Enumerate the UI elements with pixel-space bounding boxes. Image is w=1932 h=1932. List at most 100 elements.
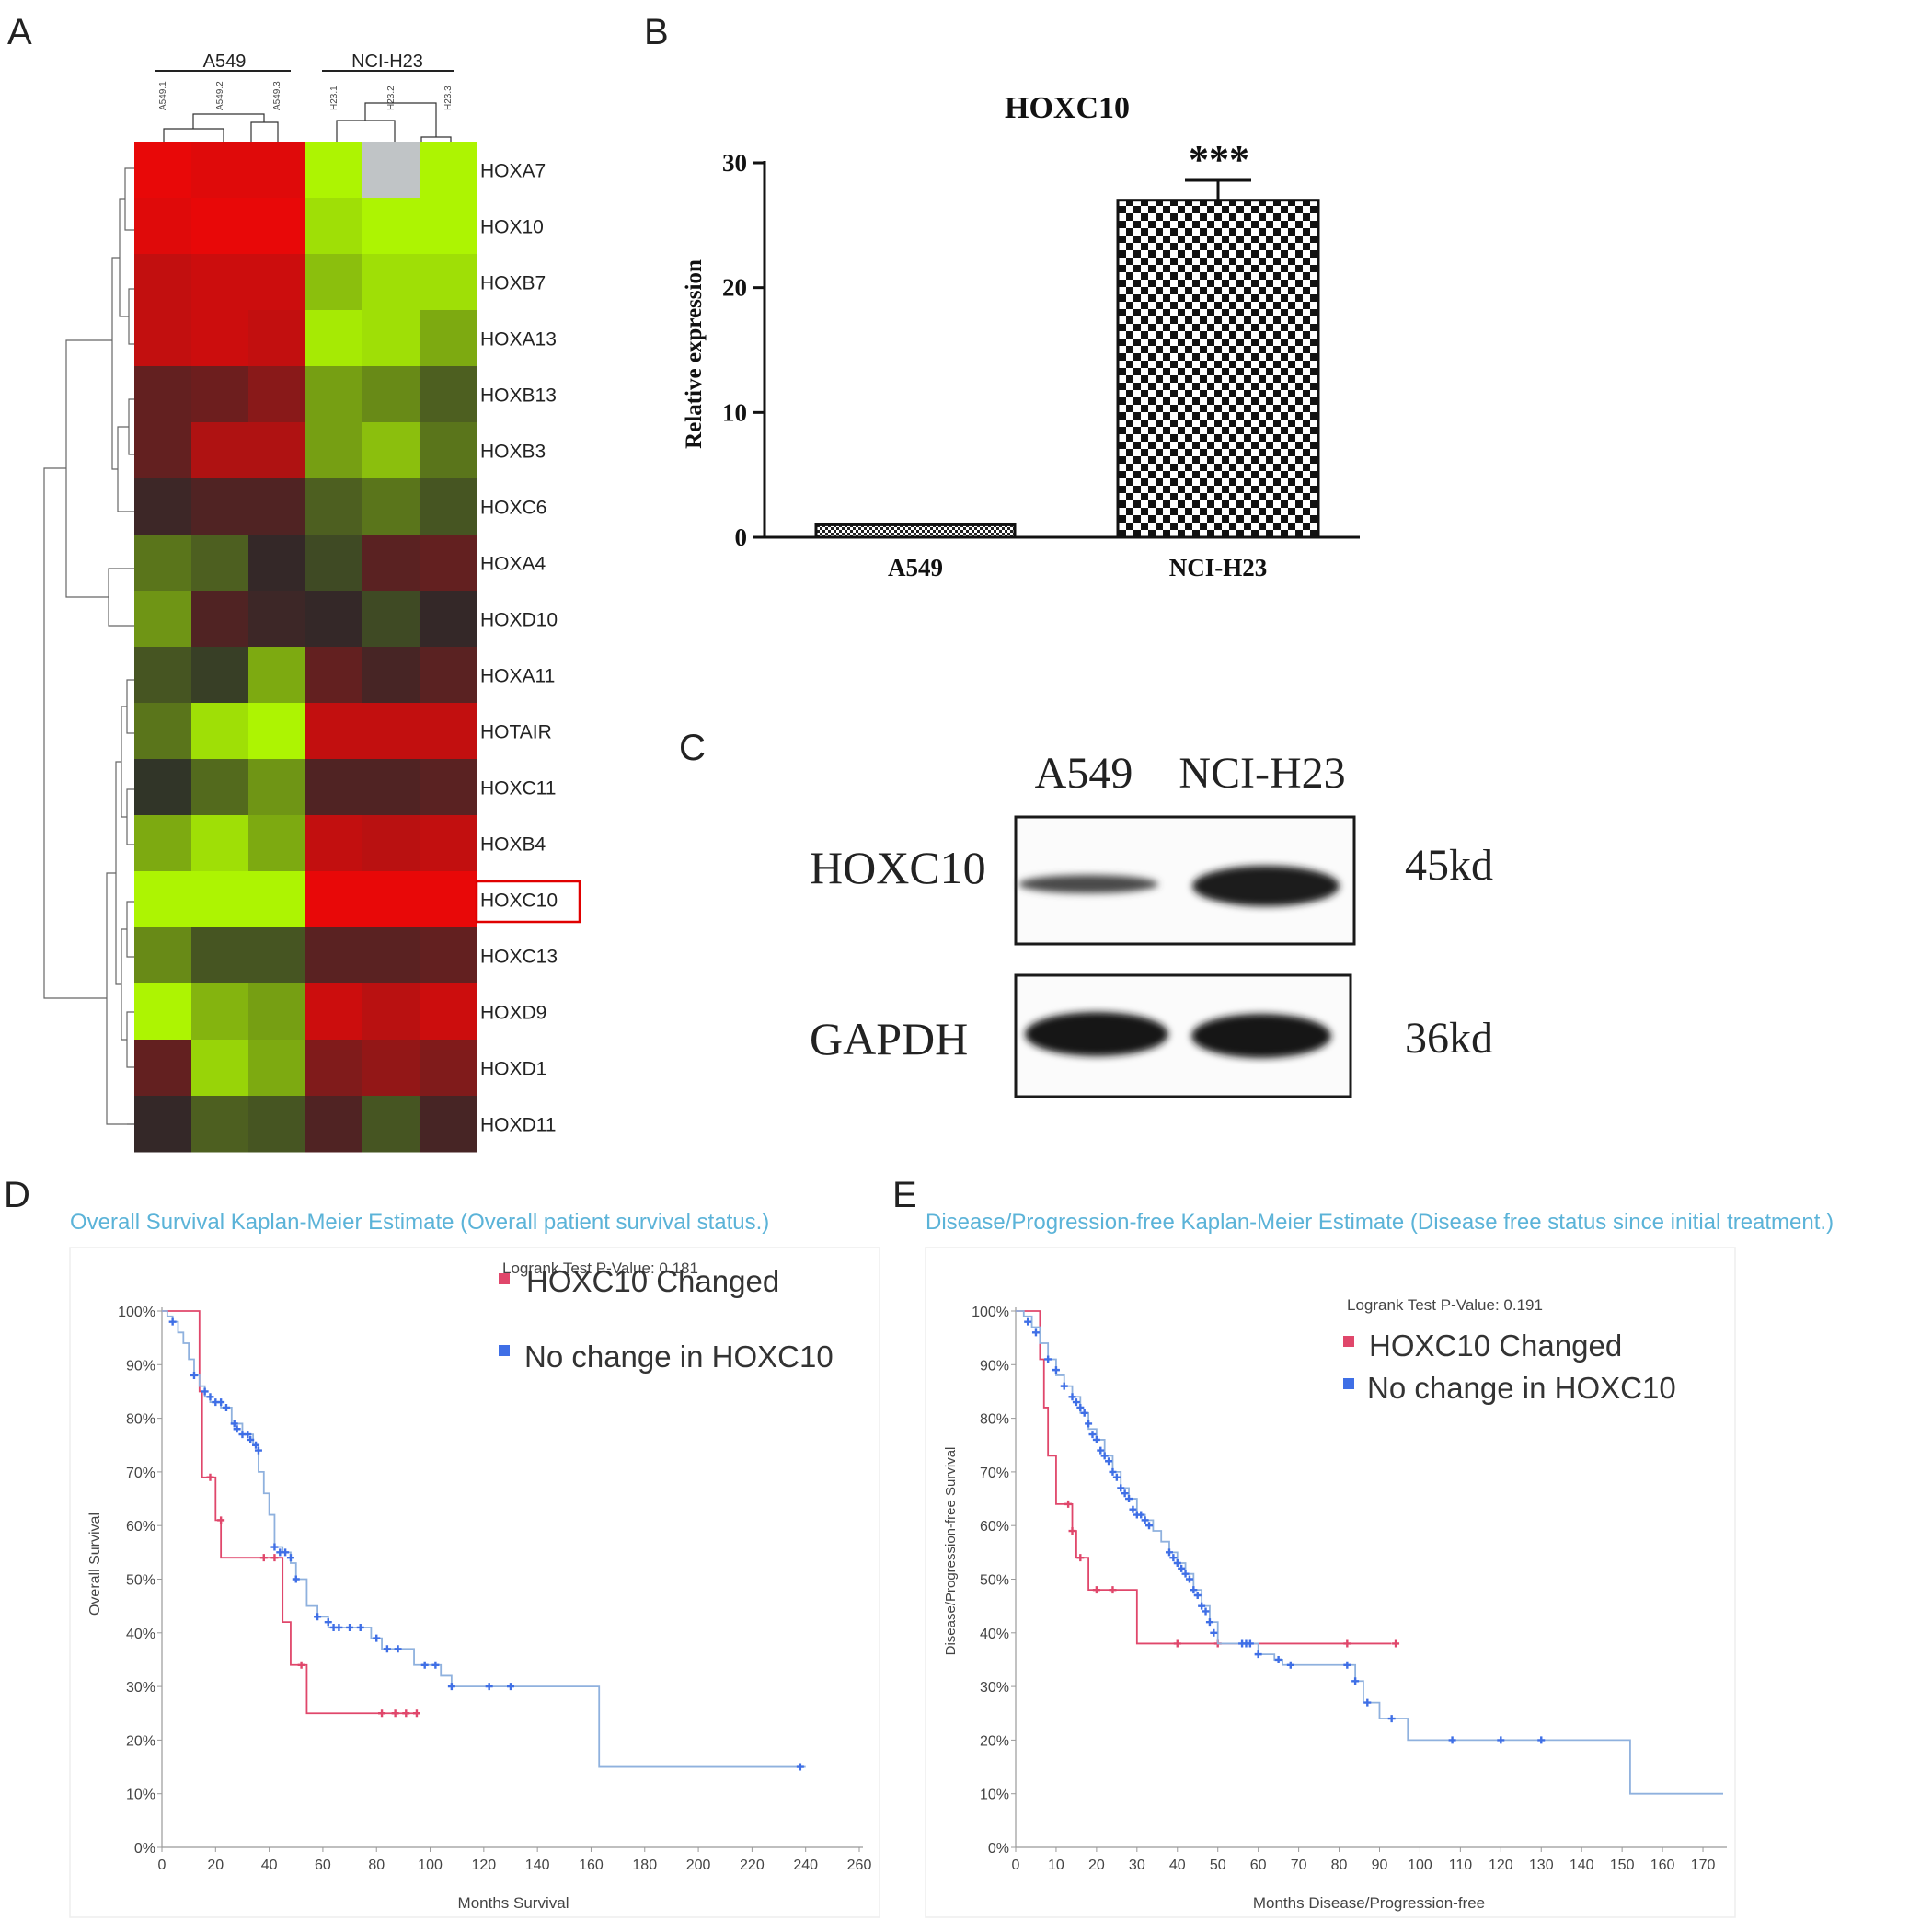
y-ticks: 0 10 20 30 [722,149,765,551]
heatmap-cell [362,142,420,199]
x-tick-label: 100 [1408,1857,1432,1873]
heatmap-cell [248,254,306,311]
censor-mark [233,1425,241,1433]
heatmap-cell [420,871,477,928]
legend-marker-nochange [1343,1378,1354,1389]
censor-mark [1145,1522,1154,1530]
censor-mark [1044,1355,1052,1363]
heatmap-cell [305,535,363,592]
heatmap-cell [420,815,477,872]
heatmap-cell [305,142,363,199]
heatmap-cell [305,478,363,535]
censor-mark [1351,1677,1360,1685]
y-tick-label: 10 [722,398,747,426]
km-frame [69,1247,880,1918]
heatmap-cell [305,759,363,816]
x-tick-label: 10 [1048,1857,1064,1873]
heatmap-cell [420,703,477,760]
highlight-box-hoxc10 [475,880,581,924]
heatmap-cell [362,535,420,592]
lane-label-a549: A549 [1035,749,1133,798]
legend-marker-changed [499,1273,510,1284]
censor-mark [796,1763,804,1771]
row-label: HOXA11 [480,666,555,687]
heatmap-cell [420,310,477,367]
heatmap-cell [134,1040,192,1097]
legend-label-changed: HOXC10 Changed [526,1264,779,1298]
km-curve [162,1310,806,1768]
censor-mark [1137,1511,1145,1519]
row-label: HOXA4 [480,554,546,575]
heatmap-cell [362,1096,420,1153]
heatmap-cell [191,310,249,367]
y-tick-label: 10% [126,1788,155,1803]
y-tick-label: 30% [126,1680,155,1696]
heatmap-cell [248,759,306,816]
heatmap-cell [248,815,306,872]
heatmap-cell [420,759,477,816]
heatmap-cell [248,310,306,367]
heatmap-cell [362,366,420,423]
y-tick-label: 30% [980,1680,1009,1696]
heatmap-cell [134,142,192,199]
censor-mark [1072,1398,1080,1407]
band-gapdh-a549 [1025,1012,1168,1056]
x-tick-label: 140 [1570,1857,1594,1873]
censor-mark [447,1683,455,1691]
x-tick-label: 140 [525,1857,550,1873]
heatmap-cell [134,815,192,872]
x-tick-label: 120 [1489,1857,1513,1873]
panel-e-label: E [892,1175,917,1215]
y-tick-label: 20% [126,1733,155,1749]
censor-mark [1193,1591,1202,1599]
heatmap-cell [191,759,249,816]
censor-mark [1343,1661,1351,1669]
heatmap-cell [305,310,363,367]
legend-marker-nochange [499,1345,510,1356]
x-tick-label: 160 [1650,1857,1675,1873]
bars: A549 NCI-H23 [814,178,1320,581]
heatmap-cell [420,535,477,592]
heatmap-cell [134,983,192,1041]
heatmap-cell [362,1040,420,1097]
heatmap-cell [362,759,420,816]
x-tick-label: A549 [888,554,943,581]
y-tick-label: 90% [126,1358,155,1374]
heatmap-cell [191,142,249,199]
censor-mark [1497,1736,1505,1744]
heatmap-cell [134,703,192,760]
row-label: HOXC6 [480,498,546,519]
protein-label-hoxc10: HOXC10 [810,842,986,893]
km-title: Overall Survival Kaplan-Meier Estimate (… [70,1210,769,1235]
x-tick-label: 20 [1088,1857,1105,1873]
heatmap-cell [362,871,420,928]
x-tick-label: 220 [740,1857,765,1873]
heatmap-cell [248,142,306,199]
x-tick-label: 180 [632,1857,657,1873]
heatmap-cell [248,198,306,255]
censor-mark [292,1575,300,1583]
heatmap-cell [362,198,420,255]
censor-mark [217,1516,225,1524]
heatmap-cell [362,254,420,311]
column-label: A549.2 [215,81,225,110]
legend-label-nochange: No change in HOXC10 [1367,1371,1676,1405]
censor-mark [217,1398,225,1407]
censor-mark [244,1431,252,1439]
censor-mark [286,1554,294,1562]
censor-mark [1092,1586,1100,1594]
row-label: HOXC13 [480,947,558,968]
censor-mark [1141,1516,1149,1524]
censor-mark [1024,1317,1032,1326]
heatmap-cell [420,1040,477,1097]
panel-d: D Overall Survival Kaplan-Meier Estimate… [4,1175,880,1918]
censor-mark [1210,1628,1218,1637]
censor-mark [1080,1409,1088,1417]
censor-mark [335,1623,343,1631]
lane-label-h23: NCI-H23 [1179,749,1345,798]
bar [814,523,1017,539]
legend-marker-changed [1343,1336,1354,1347]
band-hoxc10-a549 [1018,875,1158,893]
heatmap-cell [134,254,192,311]
